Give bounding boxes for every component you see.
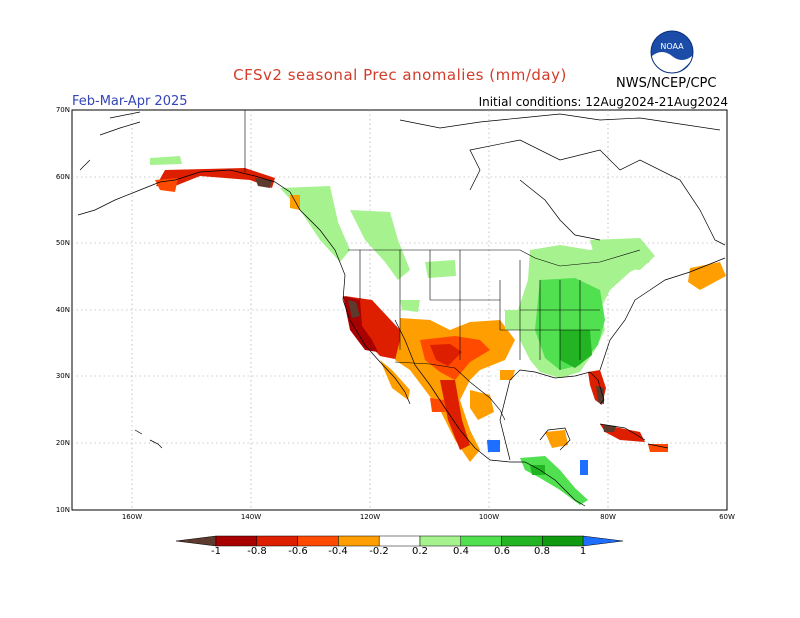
lat-tick-50n: 50N bbox=[55, 239, 70, 247]
legend-label-04: 0.4 bbox=[453, 546, 469, 557]
coastlines bbox=[77, 111, 726, 507]
lon-tick-100w: 100W bbox=[478, 513, 500, 521]
agency-label: NWS/NCEP/CPC bbox=[616, 76, 717, 91]
borders bbox=[244, 110, 641, 421]
lat-tick-30n: 30N bbox=[55, 372, 70, 380]
lon-tick-160w: 160W bbox=[121, 513, 143, 521]
legend-label-neg08: -0.8 bbox=[247, 546, 267, 557]
lon-tick-140w: 140W bbox=[240, 513, 262, 521]
lat-tick-10n: 10N bbox=[55, 506, 70, 514]
lat-tick-60n: 60N bbox=[55, 173, 70, 181]
season-label: Feb-Mar-Apr 2025 bbox=[72, 94, 188, 109]
svg-text:NOAA: NOAA bbox=[660, 42, 684, 51]
legend-label-neg04: -0.4 bbox=[328, 546, 348, 557]
lat-tick-40n: 40N bbox=[55, 306, 70, 314]
legend-label-02: 0.2 bbox=[412, 546, 428, 557]
lon-tick-60w: 60W bbox=[719, 513, 735, 521]
anomaly-shading bbox=[150, 156, 726, 505]
lon-tick-120w: 120W bbox=[359, 513, 381, 521]
lat-tick-70n: 70N bbox=[55, 106, 70, 114]
initial-conditions: Initial conditions: 12Aug2024-21Aug2024 bbox=[478, 95, 728, 109]
legend-label-neg06: -0.6 bbox=[288, 546, 308, 557]
noaa-logo: NOAA bbox=[650, 30, 694, 74]
legend-label-1: 1 bbox=[579, 546, 587, 557]
lat-tick-20n: 20N bbox=[55, 439, 70, 447]
lon-tick-80w: 80W bbox=[600, 513, 616, 521]
map-title: CFSv2 seasonal Prec anomalies (mm/day) bbox=[233, 66, 567, 84]
legend-label-neg1: -1 bbox=[211, 546, 221, 557]
legend-label-neg02: -0.2 bbox=[369, 546, 389, 557]
legend-label-06: 0.6 bbox=[494, 546, 510, 557]
legend-label-08: 0.8 bbox=[534, 546, 550, 557]
